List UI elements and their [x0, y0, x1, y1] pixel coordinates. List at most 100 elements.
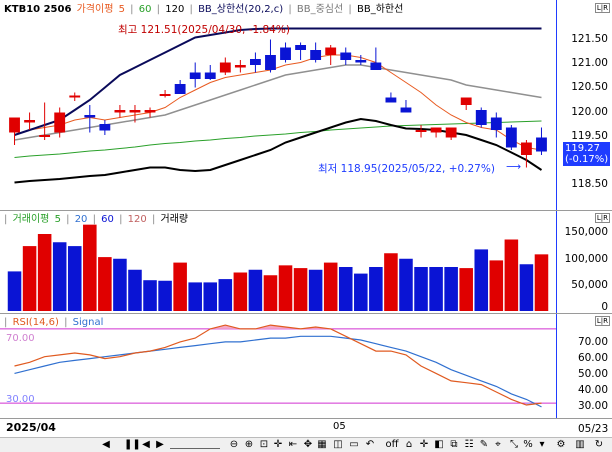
undo-button[interactable]: ↶	[365, 439, 375, 450]
candle	[400, 107, 412, 113]
volume-bar	[203, 282, 218, 311]
snapshot-button[interactable]: ◫	[333, 439, 343, 450]
candle	[325, 47, 337, 55]
zoom-slider[interactable]	[170, 438, 220, 449]
volume-chart	[7, 224, 549, 311]
log-scale-button[interactable]: ⤡	[510, 439, 518, 450]
x-label-end: 05/23	[578, 423, 609, 435]
candle	[295, 45, 307, 50]
candle	[340, 52, 352, 60]
candle	[460, 97, 472, 105]
rsi-tick-5: 30.00	[577, 400, 608, 412]
volume-bar	[519, 264, 534, 311]
volume-panel[interactable]: | 거래이평 5 | 20 | 60 | 120 | 거래량 L|R 150,0…	[0, 211, 612, 313]
high-annotation: 최고 121.51(2025/04/30, -1.84%)	[118, 24, 290, 36]
price-panel-lr-icon[interactable]: L|R	[594, 3, 610, 13]
volume-bar	[308, 269, 323, 311]
candle	[536, 137, 547, 152]
price-tick-2: 121.00	[571, 57, 608, 69]
rsi-panel[interactable]: | RSI(14,6) | Signal L|R 70.00 30.00 70.…	[0, 314, 612, 418]
vol-tick-1: 150,000	[564, 226, 608, 238]
fit-button[interactable]: ⊡	[259, 439, 269, 450]
vol-ma-label: 거래이평	[12, 214, 50, 225]
crosshair-button[interactable]: ✛	[273, 439, 283, 450]
volume-bar	[113, 258, 127, 311]
candle	[144, 110, 156, 113]
settings-icon[interactable]: ⚙	[556, 439, 566, 450]
print-button[interactable]: ▭	[349, 439, 359, 450]
ma-legend-label: 가격이평	[76, 4, 114, 15]
volume-bar	[158, 280, 172, 311]
current-price-tag: 119.27 (-0.17%)	[563, 142, 611, 166]
mode-button[interactable]: ⌂	[405, 439, 413, 450]
candle	[204, 72, 216, 79]
volume-bar	[429, 267, 443, 311]
volume-bar	[67, 246, 82, 311]
vol-tick-3: 50,000	[571, 279, 608, 291]
candle	[234, 65, 246, 68]
candle	[475, 110, 487, 125]
rsi-panel-lr-icon[interactable]: L|R	[594, 316, 610, 326]
candle	[114, 110, 126, 113]
zoom-out-button[interactable]: ⊖	[229, 439, 239, 450]
dropdown-button[interactable]: ▾	[539, 439, 545, 450]
grid-button[interactable]: ▦	[317, 439, 327, 450]
volume-bar	[173, 262, 187, 311]
candle	[385, 97, 397, 103]
reset-button[interactable]: ↻	[594, 439, 604, 450]
low-annotation: 최저 118.95(2025/05/22, +0.27%)	[318, 163, 495, 175]
rsi-level-low-label: 30.00	[6, 394, 35, 405]
rsi-overbought-fill	[210, 325, 331, 329]
scroll-left-button[interactable]: ◀	[102, 439, 110, 450]
candle	[355, 60, 367, 63]
candle	[490, 117, 502, 130]
candle	[249, 59, 261, 65]
scroll-lock-button[interactable]: ⇤	[288, 439, 298, 450]
marker-button[interactable]: ⌖	[495, 439, 501, 450]
price-chart	[9, 27, 547, 184]
volume-bar	[399, 258, 413, 311]
candle	[310, 50, 322, 60]
zoom-in-button[interactable]: ⊕	[244, 439, 254, 450]
ticker-label: KTB10 2506	[4, 4, 72, 15]
price-tick-6: 118.50	[571, 178, 608, 190]
ma120-legend: 120	[165, 4, 185, 15]
rsi-level-high-label: 70.00	[6, 333, 35, 344]
pause-button[interactable]: ❚❚	[124, 439, 141, 450]
price-tick-5: 119.50	[571, 130, 608, 142]
off-button[interactable]: off	[385, 439, 399, 450]
rsi-line	[14, 324, 542, 406]
candle	[69, 95, 81, 98]
vol-ma5-legend: 5	[54, 214, 61, 225]
crosshair-toggle-button[interactable]: ✛	[419, 439, 429, 450]
candle	[9, 117, 20, 133]
volume-bar	[323, 262, 338, 311]
step-back-button[interactable]: ◀	[142, 439, 150, 450]
volume-bar	[22, 246, 37, 311]
volume-bar	[188, 282, 202, 311]
drawing-button[interactable]: ✎	[479, 439, 489, 450]
pan-button[interactable]: ✥	[303, 439, 313, 450]
candle	[445, 127, 457, 138]
chart-type-button[interactable]: ▥	[575, 439, 585, 450]
candle	[265, 55, 276, 70]
step-forward-button[interactable]: ▶	[156, 439, 164, 450]
volume-bar	[37, 234, 52, 311]
candle	[430, 127, 442, 133]
candle	[505, 127, 517, 148]
compare-button[interactable]: ⧉	[450, 439, 458, 450]
volume-bar	[414, 267, 428, 311]
price-panel[interactable]: KTB10 2506 가격이평 5 | 60 | 120 | BB_상한선(20…	[0, 0, 612, 210]
percent-button[interactable]: %	[523, 439, 533, 450]
signal-line	[14, 335, 542, 408]
candle	[370, 62, 382, 70]
candle	[39, 135, 51, 137]
bb-upper-line	[14, 27, 542, 136]
volume-bar	[263, 275, 278, 311]
volume-bar	[459, 268, 473, 311]
scale-button[interactable]: ☷	[464, 439, 474, 450]
volume-panel-lr-icon[interactable]: L|R	[594, 213, 610, 223]
volume-bar	[83, 224, 97, 311]
layout-button[interactable]: ◧	[434, 439, 444, 450]
volume-legend: | 거래이평 5 | 20 | 60 | 120 | 거래량	[4, 214, 189, 225]
